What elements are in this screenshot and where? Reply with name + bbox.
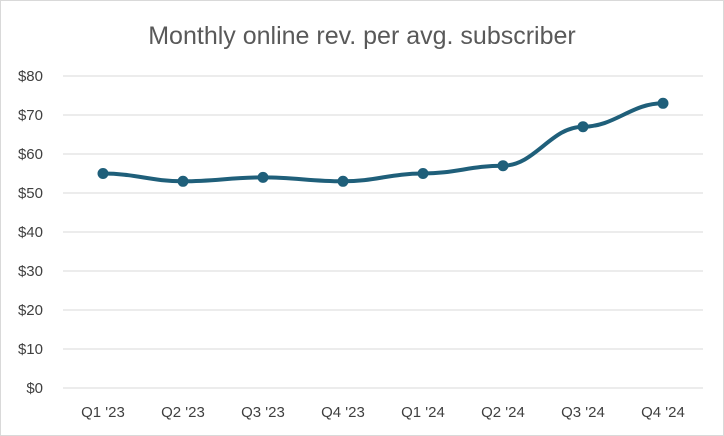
data-point bbox=[337, 175, 349, 187]
data-point bbox=[497, 160, 509, 172]
x-tick-label: Q2 '24 bbox=[481, 404, 525, 421]
x-tick-label: Q3 '23 bbox=[241, 404, 285, 421]
x-tick-label: Q4 '24 bbox=[641, 404, 685, 421]
x-tick-label: Q2 '23 bbox=[161, 404, 205, 421]
data-point bbox=[97, 168, 109, 179]
data-point bbox=[417, 168, 429, 179]
x-tick-label: Q1 '23 bbox=[81, 404, 125, 421]
data-point bbox=[177, 175, 189, 187]
y-tick-label: $40 bbox=[18, 224, 43, 241]
y-axis-tick-labels: $0 $10 $20 $30 $40 $50 $60 $70 $80 bbox=[18, 68, 43, 397]
y-tick-label: $10 bbox=[18, 341, 43, 358]
x-tick-label: Q4 '23 bbox=[321, 404, 365, 421]
data-point bbox=[577, 121, 589, 133]
y-tick-label: $80 bbox=[18, 68, 43, 85]
y-tick-label: $60 bbox=[18, 146, 43, 163]
y-tick-label: $0 bbox=[26, 380, 43, 397]
series bbox=[97, 97, 669, 187]
series-line bbox=[101, 101, 665, 184]
y-tick-label: $20 bbox=[18, 302, 43, 319]
y-tick-label: $50 bbox=[18, 185, 43, 202]
y-tick-label: $70 bbox=[18, 107, 43, 124]
chart-title: Monthly online rev. per avg. subscriber bbox=[148, 22, 576, 50]
x-axis-tick-labels: Q1 '23 Q2 '23 Q3 '23 Q4 '23 Q1 '24 Q2 '24 Q3 '… bbox=[81, 404, 685, 421]
x-tick-label: Q3 '24 bbox=[561, 404, 605, 421]
data-point bbox=[257, 171, 269, 183]
data-point bbox=[657, 97, 669, 109]
y-tick-label: $30 bbox=[18, 263, 43, 280]
x-tick-label: Q1 '24 bbox=[401, 404, 445, 421]
gridlines bbox=[63, 75, 703, 389]
